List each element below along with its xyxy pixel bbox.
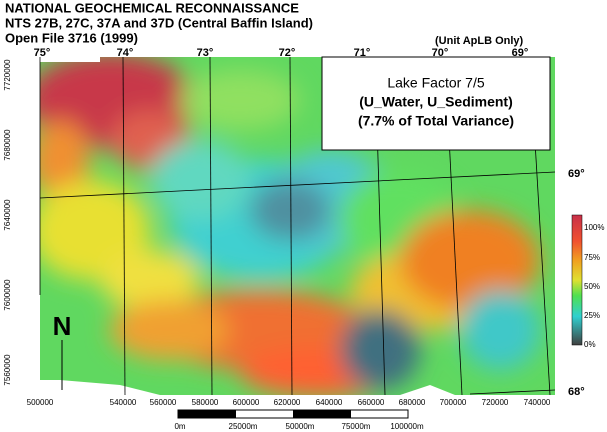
easting-label: 680000	[399, 398, 426, 407]
northing-label: 7560000	[3, 354, 12, 386]
info-box	[321, 56, 551, 151]
title-line: NTS 27B, 27C, 37A and 37D (Central Baffi…	[5, 15, 313, 30]
scale-label: 75000m	[342, 422, 371, 431]
northing-label: 7600000	[3, 279, 12, 311]
legend-label: 25%	[584, 311, 600, 320]
north-label: N	[53, 311, 72, 341]
easting-label: 700000	[440, 398, 467, 407]
scale-label: 50000m	[286, 422, 315, 431]
color-region	[40, 180, 150, 280]
unit-note: (Unit ApLB Only)	[435, 35, 524, 47]
scale-segment	[178, 410, 236, 418]
color-region	[40, 120, 90, 200]
longitude-label: 70°	[432, 47, 449, 59]
longitude-label: 72°	[279, 47, 296, 59]
info-line: (U_Water, U_Sediment)	[359, 94, 513, 110]
easting-label: 740000	[524, 398, 551, 407]
color-region	[400, 210, 540, 310]
easting-label: 540000	[110, 398, 137, 407]
longitude-label: 69°	[512, 47, 529, 59]
easting-label: 620000	[274, 398, 301, 407]
easting-label: 600000	[233, 398, 260, 407]
scale-label: 0m	[174, 422, 185, 431]
easting-label: 660000	[358, 398, 385, 407]
color-region	[100, 250, 200, 310]
legend-label: 100%	[584, 223, 604, 232]
latitude-label: 69°	[568, 168, 585, 180]
easting-label: 580000	[192, 398, 219, 407]
scale-label: 25000m	[229, 422, 258, 431]
info-line: Lake Factor 7/5	[387, 75, 484, 91]
longitude-label: 74°	[117, 47, 134, 59]
color-region	[180, 70, 300, 130]
easting-label: 500000	[27, 398, 54, 407]
scale-label: 100000m	[390, 422, 424, 431]
easting-label: 560000	[150, 398, 177, 407]
northing-label: 7640000	[3, 199, 12, 231]
color-region	[250, 180, 330, 240]
legend-label: 0%	[584, 340, 596, 349]
color-region	[460, 290, 540, 370]
legend-label: 50%	[584, 282, 600, 291]
easting-label: 640000	[316, 398, 343, 407]
color-region	[110, 300, 230, 360]
easting-label: 720000	[482, 398, 509, 407]
northing-label: 7680000	[3, 129, 12, 161]
color-region	[340, 310, 420, 390]
longitude-label: 73°	[197, 47, 214, 59]
color-bar	[571, 214, 583, 346]
scale-segment	[293, 410, 351, 418]
northing-label: 7720000	[3, 59, 12, 91]
info-line: (7.7% of Total Variance)	[358, 113, 514, 129]
title-line: Open File 3716 (1999)	[5, 30, 138, 45]
latitude-label: 68°	[568, 386, 585, 398]
longitude-label: 71°	[354, 47, 371, 59]
legend-label: 75%	[584, 253, 600, 262]
color-region	[150, 140, 250, 220]
title-line: NATIONAL GEOCHEMICAL RECONNAISSANCE	[5, 0, 299, 15]
longitude-label: 75°	[34, 47, 51, 59]
